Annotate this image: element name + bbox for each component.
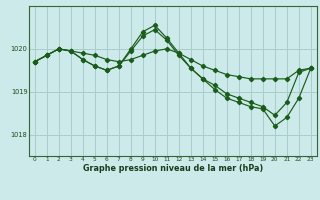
- X-axis label: Graphe pression niveau de la mer (hPa): Graphe pression niveau de la mer (hPa): [83, 164, 263, 173]
